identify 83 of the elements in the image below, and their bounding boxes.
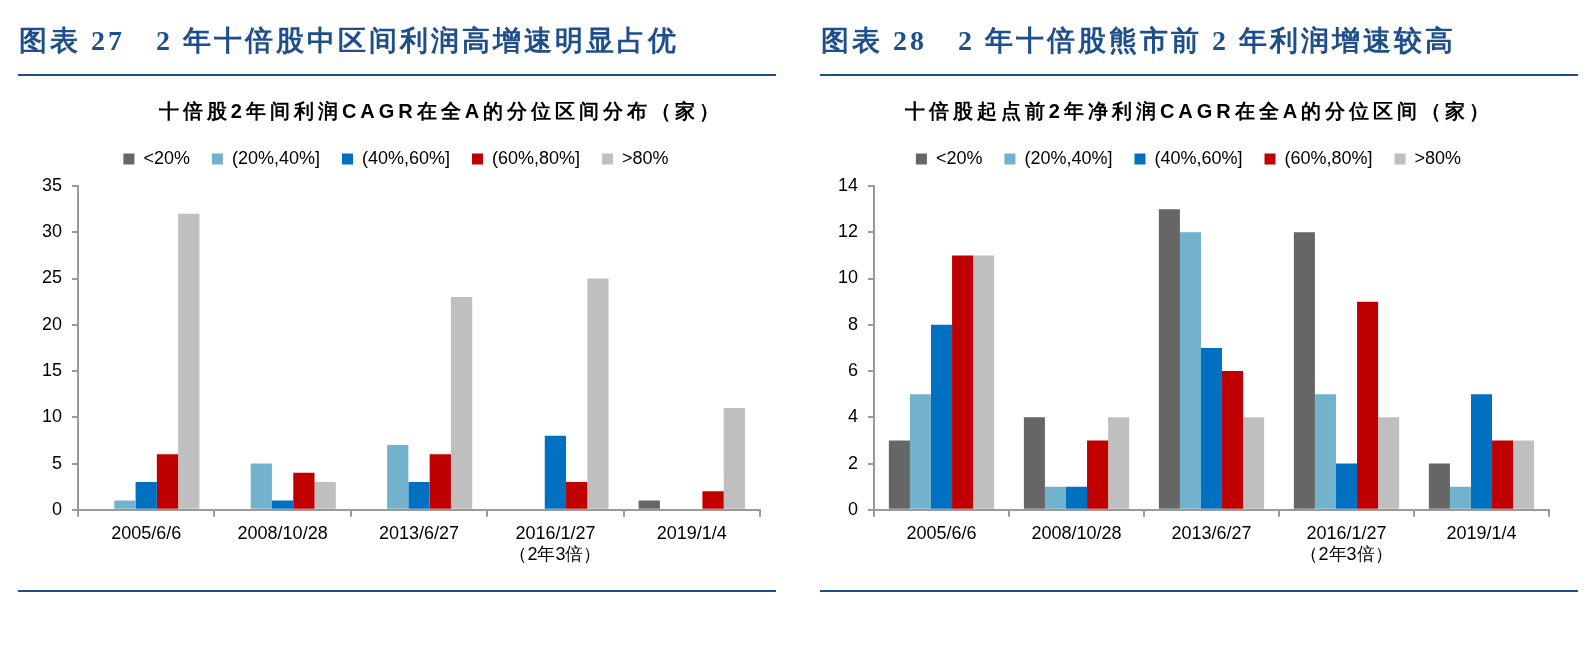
bar [973,255,995,509]
y-tick-label: 8 [848,313,859,334]
x-tick-label: 2005/6/6 [906,522,977,543]
bar [566,482,588,509]
x-tick-label: 2008/10/28 [1031,522,1122,543]
bar [271,500,294,509]
y-tick-label: 0 [848,498,859,519]
bar [702,491,724,509]
legend-label: <20% [935,147,983,168]
y-tick-label: 5 [52,452,63,473]
bar [1378,417,1400,509]
bar [909,394,931,509]
bar [952,255,974,509]
bar [1357,301,1379,509]
bar [1065,486,1088,509]
legend-label: >80% [1414,147,1462,168]
chart-title: 图表 27 2 年十倍股中区间利润高增速明显占优 [19,24,679,58]
bar [1108,417,1130,509]
bar [1428,463,1450,509]
bar [1200,347,1223,509]
bar [1335,463,1358,509]
bar [135,482,157,509]
bar [1293,232,1315,509]
bar [544,435,567,509]
x-tick-label: 2005/6/6 [111,522,182,543]
bar [450,297,473,509]
bar [250,463,272,509]
chart-title: 图表 28 2 年十倍股熊市前 2 年利润增速较高 [821,24,1456,58]
y-tick-label: 6 [848,360,859,380]
x-tick-label: 2019/1/4 [656,522,727,543]
bar [114,500,136,509]
chart-subtitle: 十倍股起点前2年净利润CAGR在全A的分位区间（家） [904,100,1494,122]
bar [1513,440,1535,509]
y-tick-label: 30 [41,221,63,242]
x-tick-label: 2013/6/27 [378,522,460,543]
legend-label: <20% [143,147,190,168]
bar [1179,232,1201,509]
bar [638,500,660,509]
y-tick-label: 2 [848,452,859,473]
x-tick-label: 2016/1/27 （2年3倍） [509,522,602,565]
bar [387,445,409,509]
x-tick-label: 2008/10/28 [237,522,328,543]
bar [1044,486,1066,509]
legend-label: (20%,40%] [1024,147,1113,168]
bar [293,472,315,509]
bar [178,213,200,509]
bar [1492,440,1514,509]
bar [723,408,745,509]
y-tick-label: 4 [848,406,859,427]
x-tick-label: 2013/6/27 [1171,522,1252,543]
x-tick-label: 2019/1/4 [1446,522,1517,543]
bar [587,278,609,509]
legend-label: (60%,80%] [492,147,581,168]
bar [1470,394,1493,509]
bar [1314,394,1336,509]
legend-label: >80% [622,147,669,168]
y-tick-label: 0 [52,498,63,519]
y-tick-label: 10 [41,406,63,427]
bar [1449,486,1471,509]
bar [408,482,430,509]
y-tick-label: 25 [41,267,63,288]
bar [1158,209,1180,509]
bar [156,454,179,509]
bar [930,324,953,509]
bar [888,440,910,509]
legend-label: (40%,60%] [361,147,451,168]
bar [1023,417,1045,509]
bar [1222,371,1244,509]
y-tick-label: 20 [41,313,63,334]
legend-label: (40%,60%] [1154,147,1243,168]
bar [1243,417,1265,509]
legend-label: (20%,40%] [231,147,320,168]
y-tick-label: 10 [837,267,859,288]
x-tick-label: 2016/1/27 （2年3倍） [1300,522,1393,565]
y-tick-label: 15 [41,360,63,380]
y-tick-label: 14 [837,174,859,195]
chart-subtitle: 十倍股2年间利润CAGR在全A的分位区间分布（家） [158,100,724,122]
bar [314,482,336,509]
bar [429,454,451,509]
bar [1087,440,1109,509]
y-tick-label: 35 [41,174,63,195]
y-tick-label: 12 [837,221,859,242]
legend-label: (60%,80%] [1284,147,1373,168]
